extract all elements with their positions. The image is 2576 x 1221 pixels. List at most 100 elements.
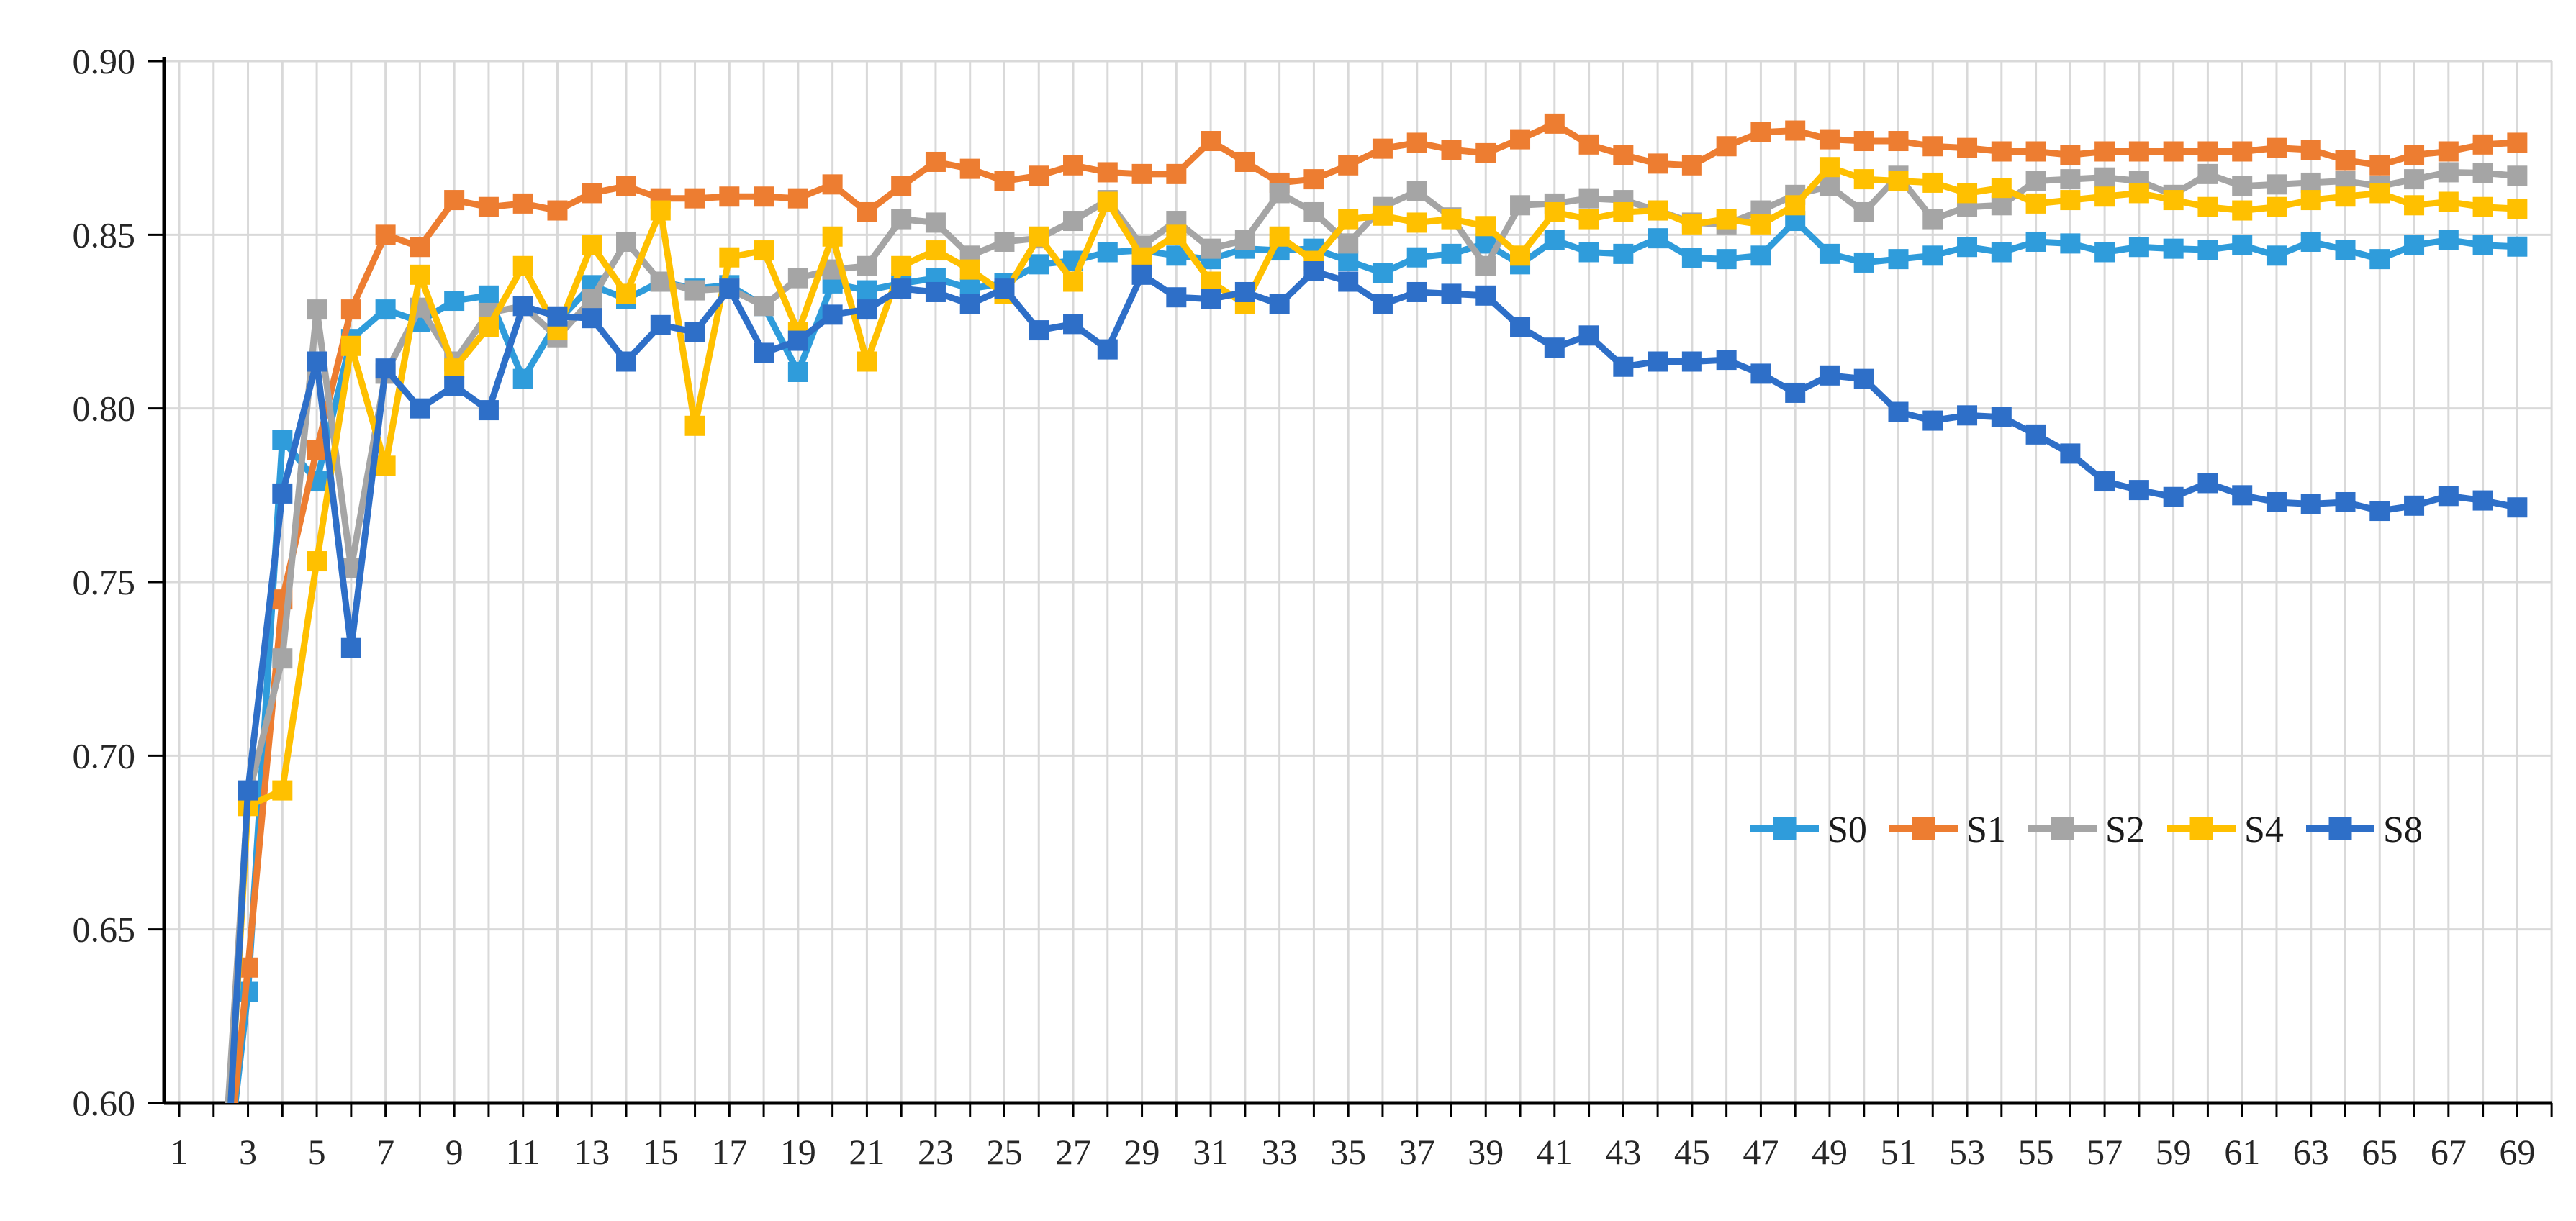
x-axis-tick-label: 27 [1055,1132,1091,1172]
data-point-marker [444,190,465,211]
data-point-marker [1750,363,1771,384]
x-axis-tick-label: 37 [1399,1132,1435,1172]
x-axis-tick-label: 49 [1812,1132,1848,1172]
x-axis-tick-label: 7 [376,1132,394,1172]
data-point-marker [1716,350,1737,371]
data-point-marker [1853,252,1874,273]
data-point-marker [2300,140,2321,160]
data-point-marker [1338,250,1359,271]
legend-label: S4 [2244,809,2284,850]
data-point-marker [1029,226,1049,247]
x-axis-tick-label: 21 [849,1132,885,1172]
y-axis-tick-label: 0.70 [73,735,136,776]
data-point-marker [444,376,465,396]
data-point-marker [2128,237,2149,258]
y-axis-tick-label: 0.85 [73,214,136,255]
x-axis-tick-label: 25 [986,1132,1022,1172]
legend-item-S0[interactable]: S0 [1750,809,1867,850]
legend-marker-swatch [2189,817,2213,840]
legend-item-S2[interactable]: S2 [2028,809,2145,850]
data-point-marker [1372,263,1393,283]
tick-marks [148,60,2553,1117]
data-point-marker [1097,242,1118,263]
data-point-marker [1303,261,1324,282]
data-point-marker [1716,209,1737,230]
data-point-marker [1853,131,1874,152]
data-point-marker [2128,480,2149,501]
x-axis-tick-label: 39 [1468,1132,1504,1172]
data-point-marker [1510,129,1531,150]
data-point-marker [2335,491,2356,512]
data-point-marker [891,278,912,299]
data-point-marker [719,186,740,207]
legend-label: S2 [2105,809,2145,850]
data-point-marker [478,317,499,337]
data-point-marker [1613,145,1634,165]
data-point-marker [340,637,361,658]
data-point-marker [2163,190,2184,211]
data-point-marker [1648,228,1668,249]
data-point-marker [1888,171,1909,191]
data-point-marker [1475,142,1496,163]
data-point-marker [2197,163,2218,184]
data-point-marker [1957,183,1978,204]
data-point-marker [1441,209,1462,230]
data-point-marker [1029,320,1049,341]
data-point-marker [1922,136,1943,157]
data-point-marker [1613,356,1634,377]
data-point-marker [340,299,361,320]
data-point-marker [1097,191,1118,212]
series-S8 [227,261,2528,1103]
data-point-marker [1338,271,1359,292]
data-point-marker [1372,294,1393,314]
data-point-marker [857,299,877,320]
data-point-marker [2232,235,2253,255]
data-point-marker [754,342,774,363]
legend-item-S8[interactable]: S8 [2306,809,2423,850]
legend-item-S4[interactable]: S4 [2167,809,2284,850]
data-point-marker [616,283,637,304]
data-point-marker [2060,233,2081,254]
data-point-marker [1063,155,1084,176]
data-point-marker [410,264,430,285]
data-point-marker [375,358,396,379]
data-point-marker [1648,351,1668,372]
data-point-marker [1510,317,1531,337]
data-point-marker [787,188,808,209]
data-point-marker [1303,201,1324,222]
data-point-marker [650,271,671,292]
data-point-marker [478,400,499,421]
data-point-marker [754,240,774,261]
data-point-marker [307,551,327,572]
data-point-marker [1578,242,1599,263]
data-point-marker [1510,245,1531,266]
data-point-marker [582,235,602,255]
data-point-marker [616,176,637,196]
data-point-marker [2266,245,2287,266]
legend-marker-swatch [1773,817,1797,840]
x-axis-tick-label: 33 [1262,1132,1298,1172]
data-point-marker [1853,368,1874,389]
data-point-marker [2369,501,2390,522]
data-point-marker [272,483,293,504]
legend-item-S1[interactable]: S1 [1889,809,2006,850]
data-point-marker [1613,201,1634,222]
data-point-marker [1269,183,1290,204]
data-point-marker [1406,212,1427,233]
data-point-marker [238,780,258,801]
data-point-marker [2266,196,2287,217]
data-point-marker [2197,240,2218,260]
x-axis-tick-label: 29 [1124,1132,1160,1172]
data-point-marker [1372,205,1393,226]
data-point-marker [1819,365,1840,386]
data-point-marker [2404,169,2425,190]
data-point-marker [375,224,396,245]
data-point-marker [1922,245,1943,266]
data-point-marker [307,351,327,372]
y-axis-tick-label: 0.90 [73,41,136,81]
y-axis-tick-label: 0.80 [73,389,136,429]
data-point-marker [1681,248,1702,268]
data-point-marker [1201,131,1221,152]
data-point-marker [1441,243,1462,264]
